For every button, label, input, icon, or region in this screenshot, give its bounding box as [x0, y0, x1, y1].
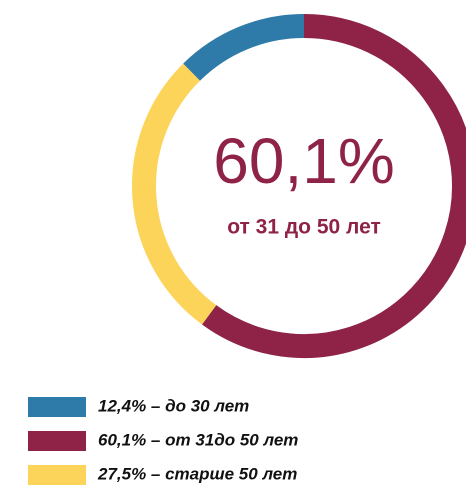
- legend-label: 12,4% – до 30 лет: [98, 396, 249, 415]
- legend-swatch: [28, 465, 86, 485]
- donut-segment: [132, 63, 217, 325]
- center-value: 60,1%: [213, 125, 394, 197]
- center-label: от 31 до 50 лет: [227, 216, 381, 239]
- donut-segment: [202, 14, 466, 358]
- legend-swatch: [28, 397, 86, 417]
- donut-segment: [183, 14, 305, 81]
- legend-label: 27,5% – старше 50 лет: [97, 464, 297, 483]
- legend-label: 60,1% – от 31до 50 лет: [98, 430, 298, 449]
- legend-swatch: [28, 431, 86, 451]
